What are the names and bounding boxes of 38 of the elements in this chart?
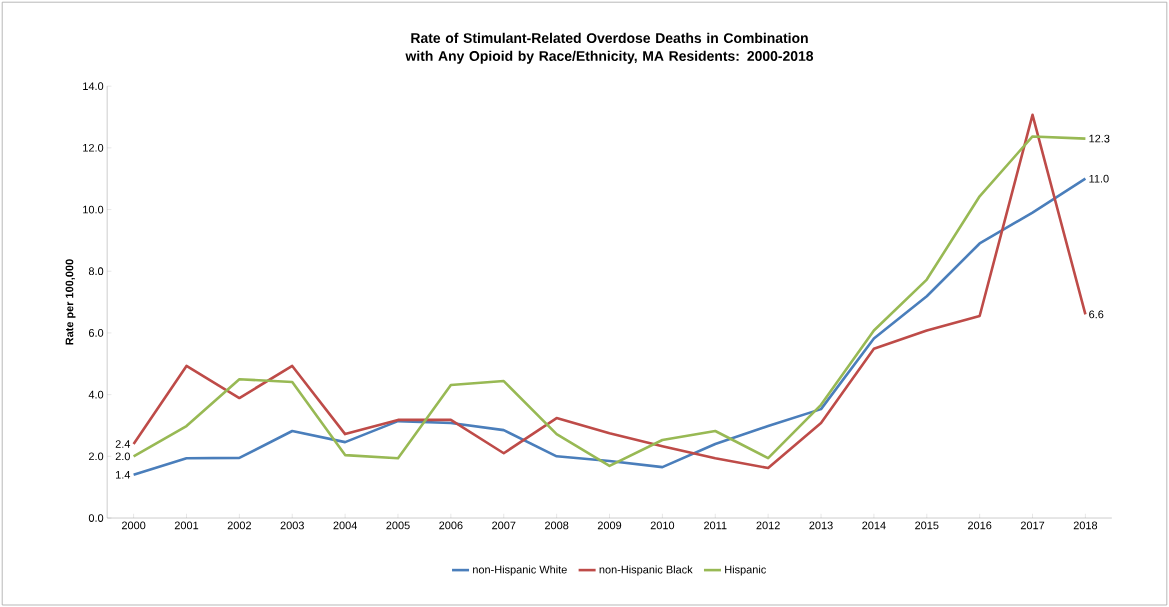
legend-label: non-Hispanic White [473, 565, 567, 576]
x-tick-label: 2008 [544, 521, 569, 530]
legend-label: Hispanic [725, 565, 766, 576]
data-label: 1.4 [116, 470, 131, 479]
y-tick-label: 8.0 [88, 267, 104, 276]
data-label: 12.3 [1089, 134, 1110, 143]
x-tick-label: 2003 [280, 521, 304, 530]
y-tick-label: 14.0 [83, 82, 104, 90]
x-tick-label: 2013 [809, 521, 833, 530]
x-tick-label: 2009 [597, 521, 622, 530]
x-tick-label: 2014 [862, 521, 886, 530]
y-tick-label: 10.0 [83, 205, 104, 214]
x-tick-label: 2016 [968, 521, 992, 530]
data-label: 6.6 [1089, 310, 1104, 319]
x-tick-label: 2015 [915, 521, 939, 530]
x-tick-label: 2005 [386, 521, 410, 530]
data-label: 2.0 [115, 452, 130, 461]
legend-label: non-Hispanic Black [599, 565, 693, 576]
x-tick-label: 2001 [174, 521, 199, 530]
x-tick-label: 2017 [1020, 521, 1045, 530]
y-tick-label: 6.0 [88, 328, 104, 337]
data-label: 2.4 [115, 440, 131, 448]
data-label: 11.0 [1089, 174, 1109, 183]
y-tick-label: 12.0 [83, 143, 104, 152]
x-tick-label: 2004 [333, 521, 357, 530]
y-tick-label: 2.0 [88, 452, 104, 461]
x-tick-label: 2012 [756, 521, 780, 530]
y-tick-label: 4.0 [88, 390, 104, 399]
x-tick-label: 2011 [704, 521, 727, 530]
chart-title: Rate of Stimulant-Related Overdose Deaths in Combination with Any Opioid by Race/Ethnicity, MA Residents: 2000-2018 [405, 32, 814, 64]
x-tick-label: 2010 [650, 521, 675, 530]
x-tick-label: 2018 [1073, 521, 1098, 530]
x-tick-label: 2000 [121, 521, 146, 530]
x-tick-label: 2006 [439, 521, 463, 530]
x-tick-label: 2007 [492, 521, 516, 530]
x-tick-label: 2002 [227, 521, 251, 530]
y-tick-label: 0.0 [88, 514, 104, 522]
y-axis-title: Rate per 100,000 [65, 259, 76, 345]
